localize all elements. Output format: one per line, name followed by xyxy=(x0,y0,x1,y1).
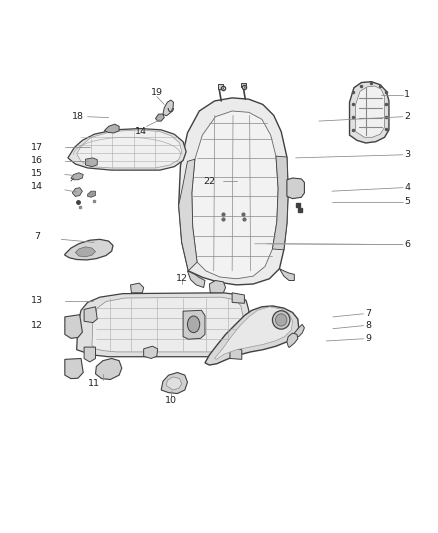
Polygon shape xyxy=(179,98,288,285)
Text: 4: 4 xyxy=(404,183,410,192)
Text: 7: 7 xyxy=(34,232,40,241)
Text: 17: 17 xyxy=(31,143,43,152)
Polygon shape xyxy=(68,128,186,170)
Text: 22: 22 xyxy=(203,176,215,185)
Polygon shape xyxy=(187,271,205,287)
Polygon shape xyxy=(294,324,304,336)
Polygon shape xyxy=(131,283,144,293)
Text: 16: 16 xyxy=(31,156,43,165)
Text: 10: 10 xyxy=(165,397,177,406)
Polygon shape xyxy=(84,307,97,322)
Text: 9: 9 xyxy=(365,334,371,343)
Text: 19: 19 xyxy=(151,87,163,96)
Polygon shape xyxy=(65,239,113,260)
Text: 3: 3 xyxy=(404,150,410,159)
Polygon shape xyxy=(166,377,182,390)
Polygon shape xyxy=(88,191,95,197)
Polygon shape xyxy=(77,130,182,168)
Text: 2: 2 xyxy=(404,112,410,121)
Text: 11: 11 xyxy=(88,379,100,389)
Polygon shape xyxy=(75,247,95,257)
Text: 13: 13 xyxy=(31,296,43,305)
Polygon shape xyxy=(65,359,83,378)
Text: 12: 12 xyxy=(31,321,43,330)
Polygon shape xyxy=(279,269,294,280)
Text: 15: 15 xyxy=(31,169,43,178)
Polygon shape xyxy=(215,307,293,359)
Polygon shape xyxy=(287,333,298,348)
Polygon shape xyxy=(72,188,82,197)
Polygon shape xyxy=(155,114,164,121)
Text: 1: 1 xyxy=(404,90,410,99)
Ellipse shape xyxy=(187,316,200,333)
Polygon shape xyxy=(179,159,197,271)
Polygon shape xyxy=(350,82,389,143)
Polygon shape xyxy=(241,83,246,87)
Polygon shape xyxy=(287,178,304,199)
Polygon shape xyxy=(232,293,244,303)
Polygon shape xyxy=(77,293,249,357)
Polygon shape xyxy=(65,314,82,338)
Polygon shape xyxy=(85,158,97,167)
Ellipse shape xyxy=(276,314,287,326)
Text: 14: 14 xyxy=(31,182,43,191)
Text: 12: 12 xyxy=(176,274,188,283)
Polygon shape xyxy=(272,156,288,250)
Text: 7: 7 xyxy=(365,309,371,318)
Polygon shape xyxy=(183,310,205,339)
Polygon shape xyxy=(92,297,243,352)
Polygon shape xyxy=(163,100,173,116)
Text: 14: 14 xyxy=(135,127,147,136)
Polygon shape xyxy=(104,124,119,133)
Text: 18: 18 xyxy=(72,112,84,121)
Text: 6: 6 xyxy=(404,240,410,249)
Polygon shape xyxy=(71,173,83,180)
Text: 8: 8 xyxy=(365,321,371,330)
Polygon shape xyxy=(84,347,95,362)
Polygon shape xyxy=(192,111,278,279)
Polygon shape xyxy=(209,280,226,293)
Text: 5: 5 xyxy=(404,197,410,206)
Polygon shape xyxy=(230,348,242,359)
Polygon shape xyxy=(356,86,385,138)
Polygon shape xyxy=(95,359,122,379)
Polygon shape xyxy=(218,84,223,88)
Polygon shape xyxy=(161,373,187,393)
Ellipse shape xyxy=(272,311,290,329)
Polygon shape xyxy=(144,346,158,359)
Polygon shape xyxy=(205,306,299,365)
